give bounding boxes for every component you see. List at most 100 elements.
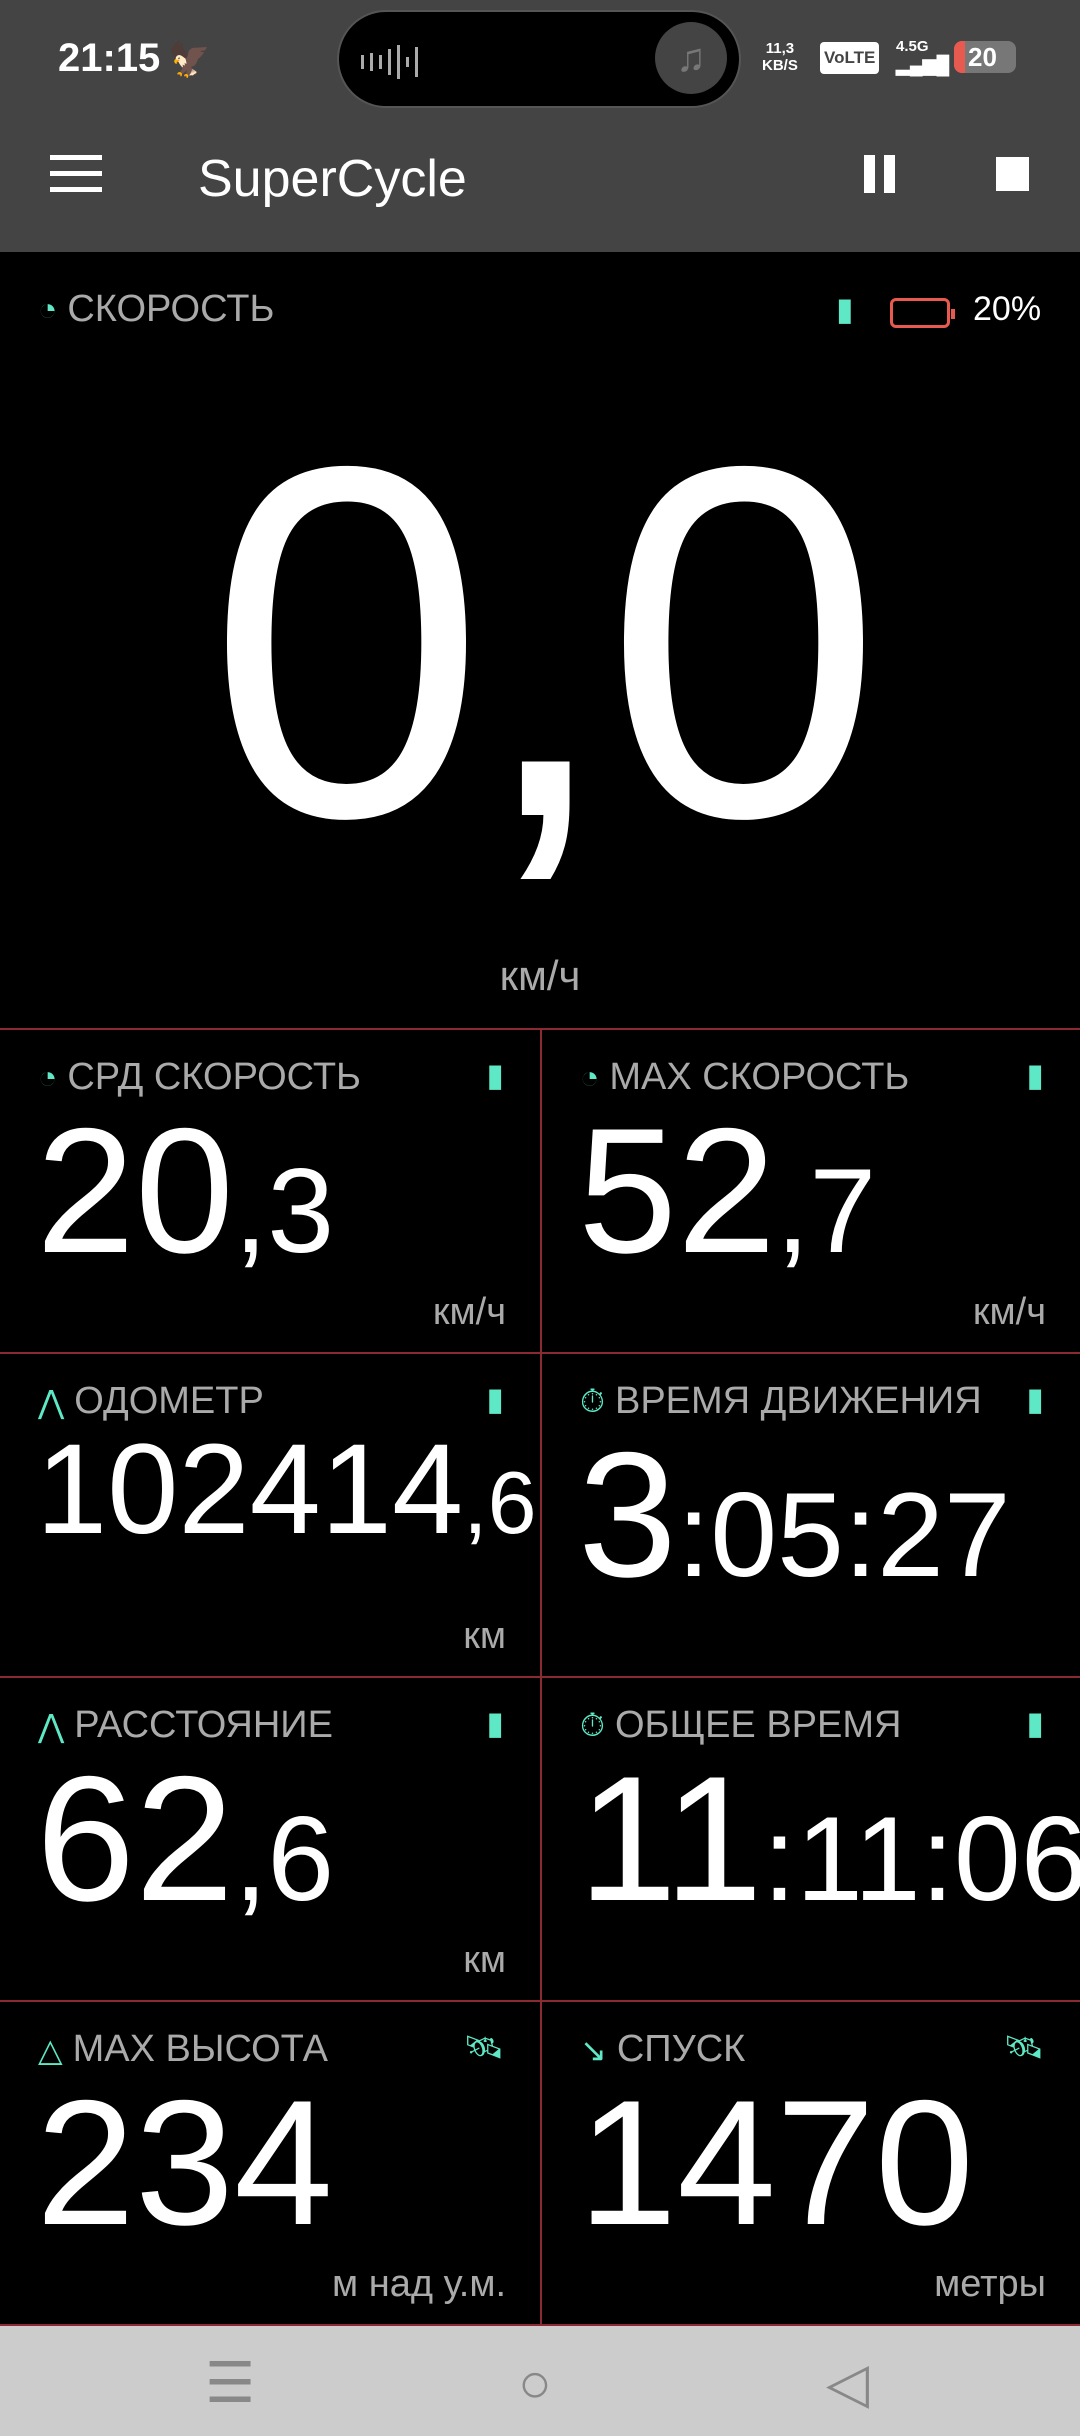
tile-label: ◔ СРД СКОРОСТЬ <box>38 1056 361 1099</box>
tile-label: ⋀ РАССТОЯНИЕ <box>38 1704 333 1747</box>
compass-icon: ⋀ <box>38 1707 65 1744</box>
tile-value-main: 62 <box>36 1739 234 1938</box>
phone-icon: ▮ <box>1026 1381 1044 1417</box>
volte-badge: VoLTE <box>820 42 880 74</box>
stop-button[interactable] <box>996 157 1029 191</box>
tile-label: ⏱ ВРЕМЯ ДВИЖЕНИЯ <box>580 1380 982 1423</box>
net-speed: 11,3 KB/S <box>762 40 798 74</box>
tile-label-text: ВРЕМЯ ДВИЖЕНИЯ <box>614 1380 982 1422</box>
compass-icon: ⋀ <box>38 1383 65 1420</box>
menu-icon[interactable] <box>50 155 102 195</box>
tile-value-main: 102414 <box>36 1418 464 1561</box>
app-bar: SuperCycle <box>0 125 1080 252</box>
tile-value-main: 52 <box>578 1091 776 1290</box>
stopwatch-icon: ⏱ <box>580 1706 605 1743</box>
tile-label: ↘ СПУСК <box>580 2028 745 2071</box>
stat-tile[interactable]: ⋀ РАССТОЯНИЕ ▮ 62,6 км <box>0 1678 540 2002</box>
tile-value: 20,3 <box>36 1102 334 1280</box>
tile-unit: метры <box>934 2263 1046 2305</box>
tile-label-text: РАССТОЯНИЕ <box>74 1704 333 1746</box>
tile-value-main: 3 <box>578 1415 677 1614</box>
tile-value: 52,7 <box>578 1102 876 1280</box>
tile-value-main: 234 <box>36 2063 333 2262</box>
tile-value: 234 <box>36 2074 333 2252</box>
tile-unit: км/ч <box>972 1291 1046 1333</box>
descent-icon: ↘ <box>580 2031 607 2068</box>
tile-label-text: MAX СКОРОСТЬ <box>609 1056 910 1098</box>
tile-value-fraction: :11:06 <box>762 1792 1080 1926</box>
navigation-bar: ☰ ○ ◁ <box>0 2326 1080 2436</box>
tile-value: 11:11:06 <box>578 1750 1080 1928</box>
stat-tile[interactable]: ⏱ ОБЩЕЕ ВРЕМЯ ▮ 11:11:06 <box>540 1678 1080 2002</box>
tile-label-text: СРД СКОРОСТЬ <box>67 1056 361 1098</box>
battery-icon: 20 <box>954 41 1016 73</box>
device-battery-percent: 20% <box>973 290 1042 328</box>
status-bar: 21:15 🦅 ♫ 11,3 KB/S VoLTE 4.5G ▂▄▆█ 20 <box>0 0 1080 125</box>
tile-label: ◔ MAX СКОРОСТЬ <box>580 1056 909 1099</box>
tile-value-main: 11 <box>578 1739 763 1938</box>
device-battery-icon <box>890 298 955 328</box>
phone-icon: ▮ <box>486 1705 504 1741</box>
phone-icon: ▮ <box>1026 1705 1044 1741</box>
tile-value: 62,6 <box>36 1750 334 1928</box>
tile-value: 1470 <box>578 2074 974 2252</box>
tile-value-fraction: ,6 <box>234 1792 335 1926</box>
speedometer-icon: ◔ <box>38 291 58 327</box>
stat-tile[interactable]: ◔ MAX СКОРОСТЬ ▮ 52,7 км/ч <box>540 1030 1080 1354</box>
tile-value-fraction: ,7 <box>776 1144 877 1278</box>
tile-value: 3:05:27 <box>578 1426 1011 1604</box>
stat-tile[interactable]: ↘ СПУСК 🛰 1470 метры <box>540 2002 1080 2326</box>
speedometer-icon: ◔ <box>38 1059 58 1095</box>
clock: 21:15 <box>58 36 161 80</box>
stat-tile[interactable]: ⏱ ВРЕМЯ ДВИЖЕНИЯ ▮ 3:05:27 <box>540 1354 1080 1678</box>
mountain-icon: △ <box>38 2031 63 2068</box>
stat-tile[interactable]: ◔ СРД СКОРОСТЬ ▮ 20,3 км/ч <box>0 1030 540 1354</box>
speed-panel[interactable]: ◔ СКОРОСТЬ ▮ 20% 0,0 км/ч <box>0 252 1080 1028</box>
speed-label-text: СКОРОСТЬ <box>67 288 275 330</box>
tile-label-text: ОДОМЕТР <box>74 1380 264 1422</box>
home-button[interactable]: ○ <box>518 2351 552 2414</box>
phone-icon: ▮ <box>1026 1057 1044 1093</box>
tile-value-main: 20 <box>36 1091 234 1290</box>
speed-unit: км/ч <box>499 952 581 999</box>
net-speed-unit: KB/S <box>762 57 798 74</box>
pause-button[interactable] <box>860 155 900 195</box>
tile-label: ⏱ ОБЩЕЕ ВРЕМЯ <box>580 1704 901 1747</box>
tile-value-fraction: ,3 <box>234 1144 335 1278</box>
satellite-icon: 🛰 <box>463 2029 504 2065</box>
stat-tile[interactable]: △ MAX ВЫСОТА 🛰 234 м над у.м. <box>0 2002 540 2326</box>
tile-unit: км/ч <box>432 1291 506 1333</box>
tile-value-fraction: ,6 <box>463 1453 537 1552</box>
stats-grid: ◔ СРД СКОРОСТЬ ▮ 20,3 км/ч ◔ MAX СКОРОСТЬ ▮… <box>0 1028 1080 2326</box>
phone-icon: ▮ <box>486 1057 504 1093</box>
tile-unit: км <box>463 1615 506 1657</box>
stat-tile[interactable]: ⋀ ОДОМЕТР ▮ 102414,6 км <box>0 1354 540 1678</box>
phone-icon: ▮ <box>836 291 854 327</box>
signal-icon: 4.5G ▂▄▆█ <box>896 38 950 75</box>
tile-label-text: ОБЩЕЕ ВРЕМЯ <box>614 1704 902 1746</box>
tile-label: △ MAX ВЫСОТА <box>38 2028 328 2071</box>
tile-label: ⋀ ОДОМЕТР <box>38 1380 264 1423</box>
tile-value-main: 1470 <box>578 2063 974 2262</box>
recents-button[interactable]: ☰ <box>205 2351 256 2414</box>
speedometer-icon: ◔ <box>580 1059 600 1095</box>
speed-value: 0,0 <box>207 362 882 921</box>
back-button[interactable]: ◁ <box>826 2351 870 2414</box>
tile-label-text: СПУСК <box>616 2028 746 2070</box>
speed-label: ◔ СКОРОСТЬ <box>38 288 274 331</box>
net-speed-value: 11,3 <box>765 40 795 57</box>
waveform-icon <box>361 42 418 82</box>
satellite-icon: 🛰 <box>1003 2029 1044 2065</box>
tile-label-text: MAX ВЫСОТА <box>72 2028 328 2070</box>
tile-value-fraction: :05:27 <box>677 1468 1011 1602</box>
media-island[interactable]: ♫ <box>337 10 741 108</box>
tile-unit: км <box>463 1939 506 1981</box>
tile-value: 102414,6 <box>36 1426 537 1554</box>
tile-unit: м над у.м. <box>332 2263 506 2305</box>
stopwatch-icon: ⏱ <box>580 1382 605 1419</box>
network-type: 4.5G <box>896 38 929 55</box>
app-title: SuperCycle <box>198 150 467 208</box>
phone-icon: ▮ <box>486 1381 504 1417</box>
eagle-icon: 🦅 <box>168 41 211 79</box>
music-note-icon: ♫ <box>655 22 727 94</box>
